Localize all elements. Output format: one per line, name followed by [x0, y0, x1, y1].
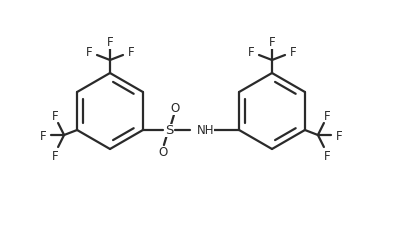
Text: F: F [248, 46, 254, 59]
Text: F: F [40, 129, 46, 142]
Text: F: F [107, 36, 113, 49]
Text: O: O [170, 102, 180, 115]
Text: F: F [269, 36, 275, 49]
Text: F: F [290, 46, 296, 59]
Text: NH: NH [197, 124, 214, 137]
Text: F: F [336, 129, 342, 142]
Text: F: F [128, 46, 134, 59]
Text: F: F [52, 109, 58, 122]
Text: S: S [165, 124, 173, 137]
Text: F: F [324, 149, 330, 162]
Text: F: F [324, 109, 330, 122]
Text: F: F [52, 149, 58, 162]
Text: O: O [158, 146, 167, 159]
Text: F: F [86, 46, 92, 59]
